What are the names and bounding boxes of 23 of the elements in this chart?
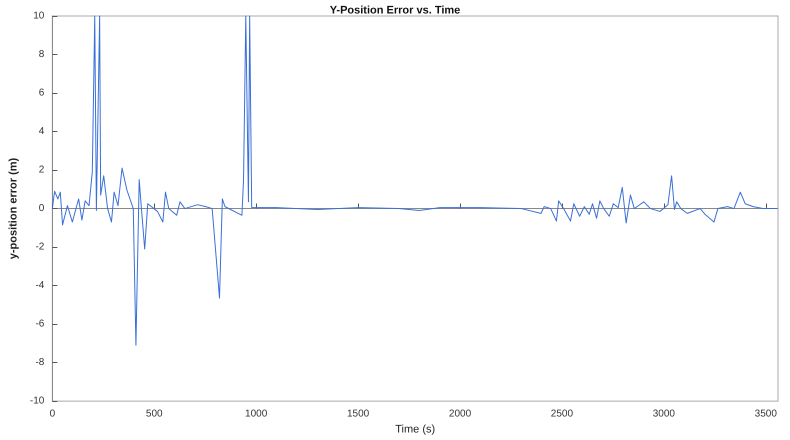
x-tick-label: 2500 <box>550 408 574 420</box>
x-tick-label: 500 <box>146 408 164 420</box>
y-tick-label: -4 <box>35 280 45 292</box>
y-tick-label: 0 <box>38 203 45 214</box>
x-tick-label: 2000 <box>448 408 472 420</box>
y-tick-label: 6 <box>38 88 45 99</box>
y-tick-label: 4 <box>38 126 45 138</box>
x-tick-label: 3500 <box>754 408 778 420</box>
x-axis-title: Time (s) <box>395 424 436 436</box>
x-tick-label: 1000 <box>245 408 268 420</box>
chart-title: Y-Position Error vs. Time <box>330 4 460 16</box>
x-tick-label: 0 <box>50 408 56 420</box>
y-tick-label: 2 <box>38 164 45 176</box>
y-tick-label: -10 <box>30 396 45 407</box>
x-tick-label: 3000 <box>652 408 676 420</box>
y-tick-label: 10 <box>33 10 45 22</box>
y-tick-label: 8 <box>38 49 45 60</box>
y-tick-label: -2 <box>35 242 45 253</box>
y-tick-label: -6 <box>35 318 45 330</box>
y-tick-label: -8 <box>35 357 45 368</box>
x-tick-label: 1500 <box>346 408 370 420</box>
line-series <box>52 16 778 346</box>
y-axis-title: y-position error (m) <box>8 157 20 260</box>
